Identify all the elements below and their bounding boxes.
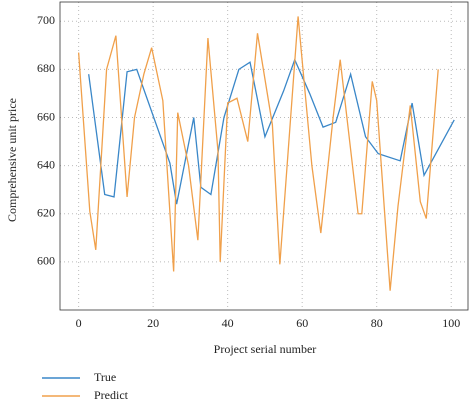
x-tick-label: 80 xyxy=(371,316,383,330)
legend-label: Predict xyxy=(94,388,129,402)
y-tick-label: 620 xyxy=(37,206,55,220)
y-axis-label: Comprehensive unit price xyxy=(5,98,19,222)
data-line xyxy=(77,16,439,291)
x-tick-label: 100 xyxy=(442,316,460,330)
x-tick-label: 0 xyxy=(76,316,82,330)
y-tick-label: 700 xyxy=(37,13,55,27)
x-tick-label: 40 xyxy=(222,316,234,330)
y-tick-label: 660 xyxy=(37,109,55,123)
legend-label: True xyxy=(94,370,116,384)
x-tick-label: 20 xyxy=(147,316,159,330)
y-tick-label: 600 xyxy=(37,254,55,268)
y-tick-label: 640 xyxy=(37,157,55,171)
x-tick-label: 60 xyxy=(296,316,308,330)
x-axis-label: Project serial number xyxy=(214,342,317,356)
data-line xyxy=(88,57,455,205)
plot-frame xyxy=(59,1,469,311)
y-tick-label: 680 xyxy=(37,61,55,75)
